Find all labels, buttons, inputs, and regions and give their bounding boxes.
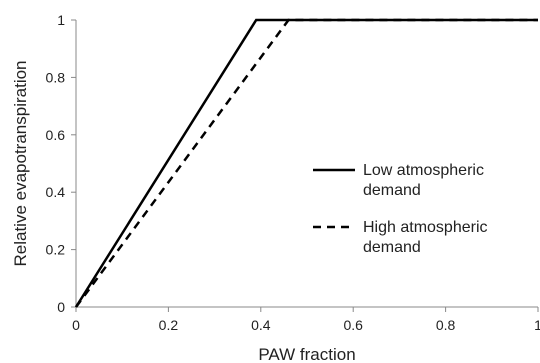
y-tick-label: 0.4	[46, 184, 66, 200]
legend-label: High atmospheric	[363, 219, 488, 236]
series-layer	[74, 18, 538, 308]
y-tick-label: 0	[57, 299, 65, 315]
x-tick-label: 1	[534, 317, 540, 333]
x-tick-label: 0.6	[343, 317, 363, 333]
y-tick-label: 0.2	[46, 242, 66, 258]
series-line-low-demand	[74, 18, 538, 308]
plot-area: 0 0.2 0.4 0.6 0.8 1 0 0.2 0.4 0.6 0.8 1	[46, 12, 540, 333]
legend-label: Low atmospheric	[363, 162, 484, 179]
x-axis-title: PAW fraction	[258, 345, 355, 363]
x-ticks: 0 0.2 0.4 0.6 0.8 1	[72, 307, 540, 333]
x-tick-label: 0.8	[436, 317, 456, 333]
x-tick-label: 0.2	[159, 317, 179, 333]
y-ticks: 0 0.2 0.4 0.6 0.8 1	[46, 12, 76, 315]
legend-label: demand	[363, 239, 421, 256]
y-tick-label: 0.8	[46, 69, 66, 85]
y-tick-label: 1	[57, 12, 65, 28]
x-tick-label: 0	[72, 317, 80, 333]
x-tick-label: 0.4	[251, 317, 271, 333]
series-line-high-demand	[74, 18, 538, 308]
legend-label: demand	[363, 182, 421, 199]
y-tick-label: 0.6	[46, 127, 66, 143]
y-axis-title: Relative evapotranspiration	[11, 60, 30, 266]
legend: Low atmospheric demand High atmospheric dem…	[313, 162, 488, 256]
